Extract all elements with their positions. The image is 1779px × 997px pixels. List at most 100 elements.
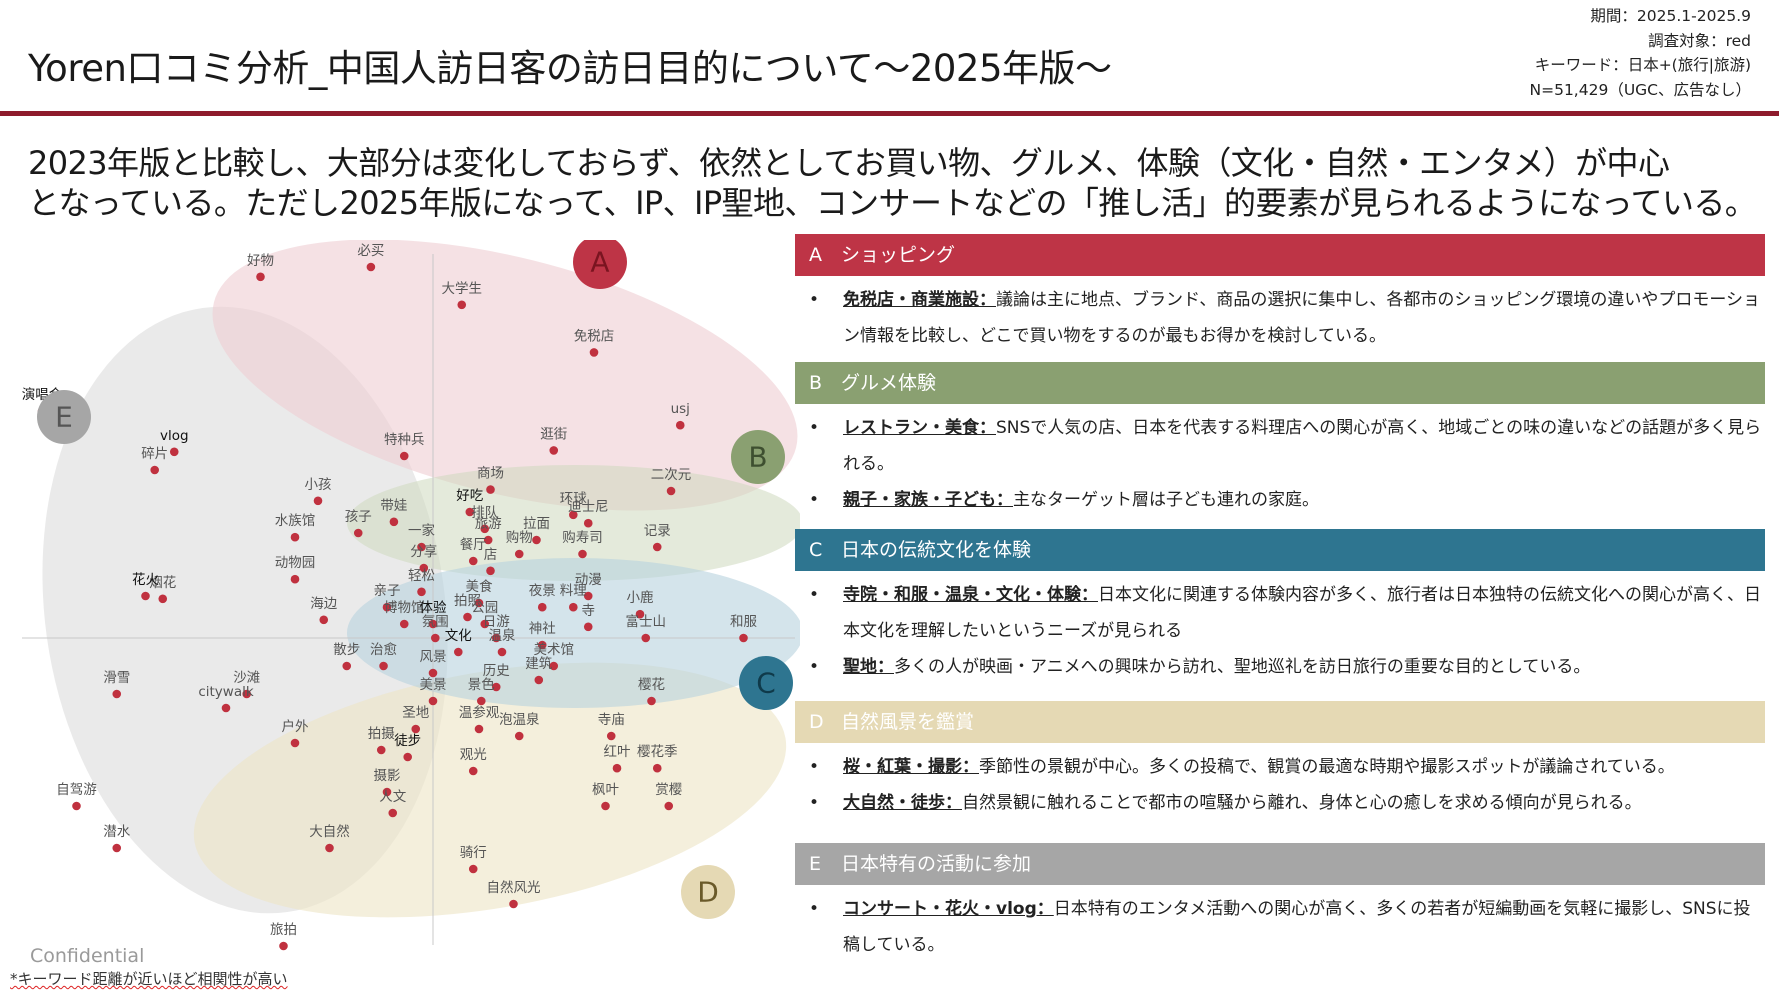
keyword-point: [601, 801, 610, 811]
keyword-label: 摄影: [374, 768, 401, 784]
bullet-text: SNSで人気の店、日本を代表する料理店への関心が高く、地域ごとの味の違いなどの話…: [843, 418, 1762, 474]
keyword-label: 好物: [247, 253, 274, 269]
keyword-point: [666, 486, 676, 496]
keyword-label: 花火: [132, 572, 159, 588]
bullet-text: 日本文化に関連する体験内容が多く、旅行者は日本独特の伝統文化への関心が高く、日本…: [843, 585, 1761, 641]
keyword-point: [376, 745, 386, 755]
keyword-label: 寺庙: [598, 712, 625, 728]
keyword-label: 温参观: [459, 704, 500, 721]
cluster-c-circle: [739, 656, 793, 710]
bullet-text: 自然景観に触れることで都市の喧騒から離れ、身体と心の癒しを求める傾向が見られる。: [962, 793, 1642, 813]
keyword-point: [353, 528, 363, 538]
keyword-point: [325, 843, 334, 853]
keyword-label: 排队: [471, 505, 498, 521]
keyword-label: 骑行: [460, 845, 487, 861]
keyword-point: [319, 615, 329, 625]
category-c-section: C 日本の伝統文化を体験寺院・和服・温泉・文化・体験：日本文化に関連する体験内容が…: [795, 529, 1765, 685]
bullet-heading: 聖地：: [843, 657, 894, 677]
keyword-point: [382, 787, 392, 797]
page-title: Yoren口コミ分析_中国人訪日客の訪日目的について〜2025年版〜: [28, 47, 1112, 90]
keyword-label: 餐厅: [460, 537, 487, 553]
category-title: 日本特有の活動に参加: [841, 853, 1032, 875]
keyword-point: [463, 612, 472, 622]
confidential-mark: Confidential: [30, 945, 145, 967]
keyword-point: [242, 689, 251, 699]
summary-text: 2023年版と比較し、大部分は変化しておらず、依然としてお買い物、グルメ、体験（…: [28, 143, 1758, 223]
keyword-label: 动漫: [575, 572, 602, 588]
keyword-label: 特种兵: [384, 432, 425, 448]
keyword-label: 料理: [560, 583, 587, 599]
bullet-text: 季節性の景観が中心。多くの投稿で、観賞の最適な時期や撮影スポットが議論されている…: [979, 757, 1675, 777]
keyword-point: [491, 633, 501, 643]
keyword-point: [652, 763, 662, 773]
keyword-label: 博物馆: [384, 599, 425, 616]
keyword-point: [290, 574, 300, 584]
bullet-item: コンサート・花火・vlog：日本特有のエンタメ活動への関心が高く、多くの若者が短…: [795, 891, 1765, 963]
bullet-text: 日本特有のエンタメ活動への関心が高く、多くの若者が短編動画を気軽に撮影し、SNS…: [843, 899, 1751, 955]
category-d-section: D 自然風景を鑑賞桜・紅葉・撮影：季節性の景観が中心。多くの投稿で、観賞の最適な時…: [795, 701, 1765, 821]
bullet-text: 議論は主に地点、ブランド、商品の選択に集中し、各都市のショッピング環境の違いやプ…: [843, 290, 1760, 346]
category-e-section: E 日本特有の活動に参加コンサート・花火・vlog：日本特有のエンタメ活動への関心…: [795, 843, 1765, 963]
cluster-b-region: [347, 465, 800, 581]
cluster-a-region: [212, 240, 798, 511]
keyword-point: [549, 661, 559, 671]
bullet-heading: 免税店・商業施設：: [843, 290, 996, 310]
bullet-text: 多くの人が映画・アニメへの興味から訪れ、聖地巡礼を訪日旅行の重要な目的としている…: [894, 657, 1591, 677]
category-d-header: D 自然風景を鑑賞: [795, 701, 1765, 743]
keyword-point: [150, 465, 159, 475]
keyword-label: 治愈: [370, 642, 397, 658]
keyword-point: [606, 731, 616, 741]
keyword-label: 拍摄: [368, 726, 395, 742]
keyword-label: 逛街: [540, 426, 567, 442]
keyword-point: [583, 591, 593, 601]
keyword-label: 烟花: [149, 575, 176, 591]
bullet-heading: コンサート・花火・vlog：: [843, 899, 1054, 919]
keyword-label: 一家: [408, 522, 435, 539]
keyword-point: [457, 300, 467, 310]
keyword-point: [169, 447, 179, 457]
category-letter: A: [809, 244, 822, 266]
keyword-label: 二次元: [651, 467, 692, 483]
keyword-label: 徒步: [394, 733, 421, 749]
cluster-e-circle: [37, 390, 91, 444]
category-a-header: A ショッピング: [795, 234, 1765, 276]
category-letter: B: [809, 372, 823, 394]
keyword-label: 滑雪: [103, 670, 130, 686]
bullet-item: 大自然・徒歩：自然景観に触れることで都市の喧騒から離れ、身体と心の癒しを求める傾…: [795, 785, 1765, 821]
summary-line-2: となっている。ただし2025年版になって、IP、IP聖地、コンサートなどの「推し…: [28, 184, 1757, 222]
category-b-header: B グルメ体験: [795, 362, 1765, 404]
category-bullets: 桜・紅葉・撮影：季節性の景観が中心。多くの投稿で、観賞の最適な時期や撮影スポット…: [795, 743, 1765, 821]
keyword-point: [388, 808, 398, 818]
keyword-point: [589, 348, 599, 357]
category-letter: D: [809, 711, 824, 733]
keyword-label: 轻松: [408, 568, 435, 584]
keyword-label: 亲子: [374, 583, 401, 599]
cluster-a-label: A: [590, 246, 609, 279]
keyword-label: 风景: [420, 649, 447, 665]
bullet-item: 聖地：多くの人が映画・アニメへの興味から訪れ、聖地巡礼を訪日旅行の重要な目的とし…: [795, 649, 1765, 685]
keyword-point: [509, 899, 518, 909]
keyword-label: 大学生: [442, 281, 483, 297]
keyword-point: [664, 801, 674, 811]
keyword-point: [465, 507, 475, 517]
keyword-point: [290, 738, 300, 748]
keyword-label: 店: [484, 547, 498, 563]
keyword-point: [72, 801, 81, 811]
keyword-label: 寺: [582, 603, 596, 619]
keyword-label: 富士山: [626, 613, 667, 630]
cluster-a-circle: [573, 240, 627, 289]
keyword-point: [652, 542, 662, 552]
keyword-label: 拉面: [523, 516, 550, 532]
bullet-heading: レストラン・美食：: [843, 418, 996, 438]
bullet-heading: 寺院・和服・温泉・文化・体験：: [843, 585, 1098, 605]
keyword-label: 旅拍: [270, 922, 297, 938]
keyword-point: [221, 703, 231, 713]
category-title: 日本の伝統文化を体験: [841, 539, 1032, 561]
keyword-label: 迪士尼: [568, 499, 609, 515]
keyword-label: 美术馆: [534, 642, 575, 658]
keyword-point: [641, 633, 651, 643]
keyword-point: [279, 941, 288, 951]
bullet-item: 寺院・和服・温泉・文化・体験：日本文化に関連する体験内容が多く、旅行者は日本独特…: [795, 577, 1765, 649]
keyword-label: 带娃: [380, 498, 407, 514]
keyword-point: [483, 535, 493, 545]
